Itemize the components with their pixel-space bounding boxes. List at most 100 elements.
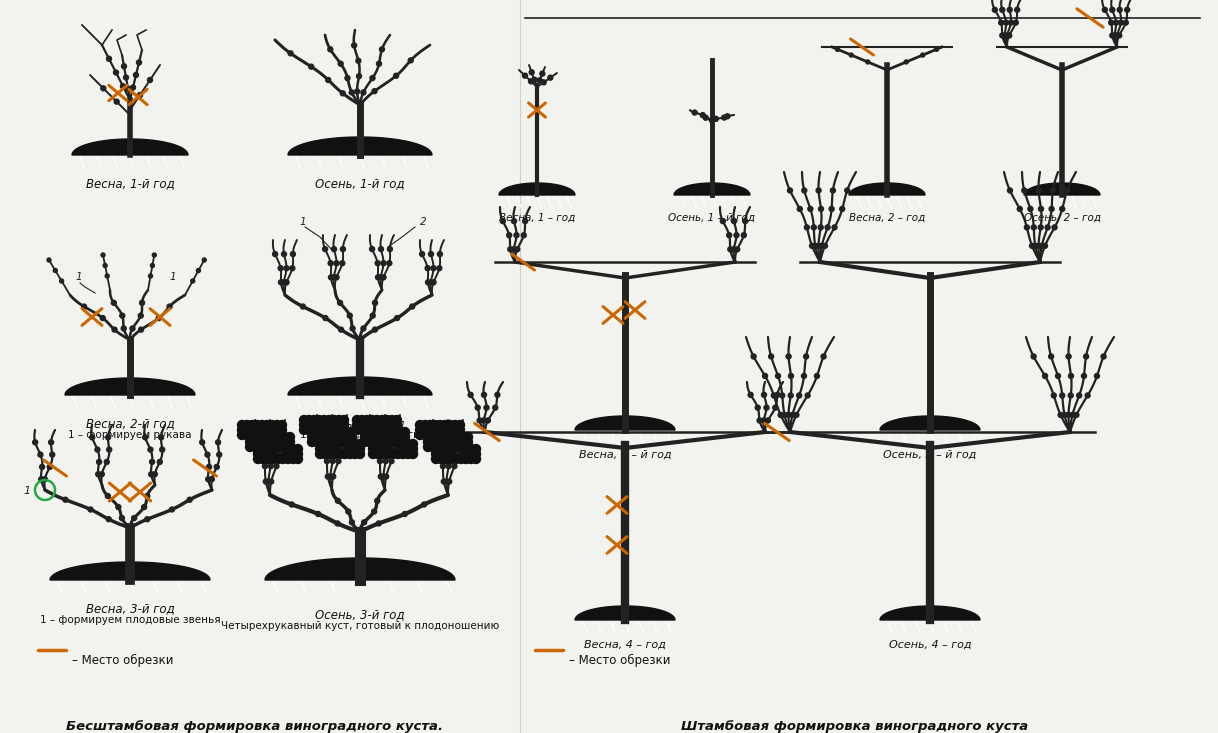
Circle shape bbox=[373, 416, 381, 424]
Circle shape bbox=[371, 509, 376, 514]
Circle shape bbox=[33, 440, 38, 445]
Circle shape bbox=[1000, 7, 1005, 12]
Circle shape bbox=[242, 430, 251, 440]
Circle shape bbox=[993, 7, 998, 12]
Circle shape bbox=[1117, 33, 1122, 38]
Circle shape bbox=[466, 444, 475, 454]
Text: Штамбовая формировка виноградного куста: Штамбовая формировка виноградного куста bbox=[681, 720, 1029, 733]
Circle shape bbox=[786, 413, 790, 418]
Circle shape bbox=[437, 449, 442, 453]
Circle shape bbox=[456, 421, 464, 430]
Circle shape bbox=[822, 243, 827, 248]
Circle shape bbox=[262, 464, 268, 468]
Circle shape bbox=[340, 443, 345, 449]
Circle shape bbox=[391, 432, 400, 441]
Text: 1 – рукава, 2 – побеги: 1 – рукава, 2 – побеги bbox=[300, 430, 420, 440]
Circle shape bbox=[284, 449, 292, 459]
Circle shape bbox=[1039, 243, 1044, 248]
Circle shape bbox=[363, 421, 371, 430]
Circle shape bbox=[43, 476, 48, 482]
Circle shape bbox=[289, 502, 295, 507]
Circle shape bbox=[369, 449, 378, 459]
Circle shape bbox=[266, 432, 274, 441]
Circle shape bbox=[421, 502, 426, 507]
Circle shape bbox=[347, 313, 352, 318]
Circle shape bbox=[387, 261, 392, 265]
Circle shape bbox=[101, 86, 106, 91]
Circle shape bbox=[384, 474, 389, 479]
Circle shape bbox=[714, 117, 719, 122]
Circle shape bbox=[375, 443, 380, 449]
Circle shape bbox=[811, 225, 816, 230]
Circle shape bbox=[188, 497, 192, 502]
Circle shape bbox=[284, 454, 292, 463]
Circle shape bbox=[466, 454, 475, 463]
Circle shape bbox=[330, 459, 335, 464]
Circle shape bbox=[330, 421, 339, 430]
Text: Осень, 1 – й год: Осень, 1 – й год bbox=[669, 213, 755, 223]
Text: Осень, 3-й год: Осень, 3-й год bbox=[315, 608, 404, 621]
Circle shape bbox=[446, 425, 454, 435]
Circle shape bbox=[242, 425, 251, 435]
Circle shape bbox=[314, 416, 324, 424]
Circle shape bbox=[247, 421, 257, 430]
Circle shape bbox=[379, 474, 384, 479]
Circle shape bbox=[378, 421, 386, 430]
Circle shape bbox=[335, 425, 343, 435]
Circle shape bbox=[323, 316, 328, 320]
Circle shape bbox=[357, 73, 362, 78]
Circle shape bbox=[268, 449, 274, 453]
Circle shape bbox=[818, 207, 823, 211]
Polygon shape bbox=[287, 377, 432, 395]
Text: 1: 1 bbox=[23, 486, 30, 496]
Circle shape bbox=[537, 78, 542, 83]
Circle shape bbox=[346, 449, 354, 459]
Circle shape bbox=[408, 58, 413, 63]
Circle shape bbox=[378, 416, 386, 424]
Circle shape bbox=[261, 432, 269, 441]
Circle shape bbox=[313, 432, 322, 441]
Circle shape bbox=[375, 498, 380, 504]
Circle shape bbox=[378, 425, 386, 435]
Circle shape bbox=[122, 326, 127, 331]
Circle shape bbox=[1045, 225, 1050, 230]
Circle shape bbox=[96, 460, 101, 465]
Circle shape bbox=[273, 430, 281, 440]
Circle shape bbox=[1017, 207, 1022, 211]
Circle shape bbox=[1117, 7, 1122, 12]
Circle shape bbox=[365, 427, 374, 436]
Circle shape bbox=[352, 425, 362, 435]
Circle shape bbox=[710, 117, 715, 122]
Circle shape bbox=[270, 432, 279, 441]
Circle shape bbox=[384, 443, 389, 449]
Polygon shape bbox=[575, 416, 675, 430]
Circle shape bbox=[365, 432, 374, 441]
Circle shape bbox=[758, 418, 762, 423]
Polygon shape bbox=[879, 606, 980, 620]
Circle shape bbox=[452, 444, 460, 454]
Circle shape bbox=[274, 449, 283, 459]
Text: Весна, 1 – год: Весна, 1 – год bbox=[499, 213, 575, 223]
Circle shape bbox=[375, 438, 385, 446]
Circle shape bbox=[268, 464, 273, 468]
Circle shape bbox=[700, 113, 705, 117]
Circle shape bbox=[266, 443, 274, 452]
Circle shape bbox=[832, 225, 837, 230]
Circle shape bbox=[373, 425, 381, 435]
Circle shape bbox=[324, 421, 334, 430]
Circle shape bbox=[548, 75, 553, 80]
Circle shape bbox=[325, 444, 335, 454]
Circle shape bbox=[373, 301, 378, 306]
Text: 1: 1 bbox=[300, 217, 307, 227]
Circle shape bbox=[150, 263, 155, 268]
Circle shape bbox=[289, 454, 297, 463]
Circle shape bbox=[797, 393, 801, 398]
Circle shape bbox=[320, 449, 330, 459]
Circle shape bbox=[425, 430, 435, 440]
Circle shape bbox=[301, 304, 306, 309]
Circle shape bbox=[447, 454, 456, 463]
Circle shape bbox=[345, 75, 350, 81]
Circle shape bbox=[401, 438, 409, 446]
Circle shape bbox=[541, 80, 546, 85]
Circle shape bbox=[477, 418, 482, 423]
